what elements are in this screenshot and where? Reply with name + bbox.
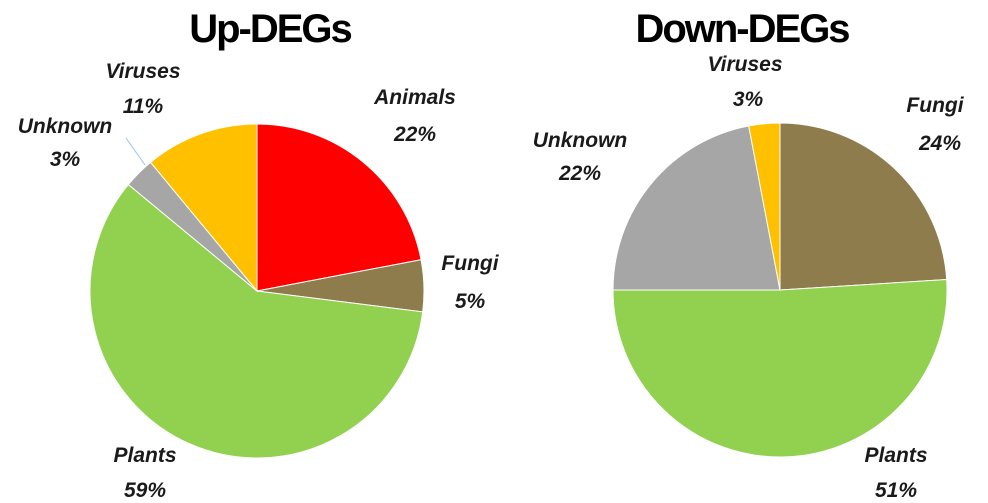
chart-title-down-degs: Down-DEGs: [635, 7, 849, 51]
pie-slice-fungi: [779, 122, 948, 291]
pie-up-degs: [89, 123, 425, 459]
pie-slice-unknown: [612, 125, 781, 291]
pie-slice-plants: [89, 183, 424, 459]
slice-value-unknown: 22%: [558, 162, 601, 185]
slice-value-plants: 51%: [875, 479, 917, 502]
leader-line-unknown: [125, 137, 146, 166]
slice-label-viruses: Viruses: [707, 53, 782, 76]
slice-label-animals: Animals: [373, 86, 456, 109]
pie-chart-down-degs: Down-DEGs Fungi 24% Plants 51% Unknown 2…: [533, 7, 965, 502]
slice-value-unknown: 3%: [50, 148, 81, 171]
slice-label-fungi: Fungi: [906, 94, 964, 117]
slice-value-viruses: 3%: [733, 88, 764, 111]
pie-slice-viruses: [149, 123, 258, 293]
slice-label-unknown: Unknown: [18, 115, 113, 138]
slice-label-fungi: Fungi: [441, 252, 499, 275]
slice-value-fungi: 24%: [918, 132, 961, 155]
slice-value-animals: 22%: [393, 123, 436, 146]
slice-label-unknown: Unknown: [533, 129, 628, 152]
pie-chart-up-degs: Up-DEGs Animals 22% Fungi 5% Plants 59% …: [18, 7, 500, 502]
pie-slice-viruses: [748, 122, 781, 291]
slice-label-plants: Plants: [113, 444, 176, 467]
pie-down-degs: [612, 122, 948, 458]
slice-label-plants: Plants: [864, 444, 927, 467]
pie-slice-plants: [612, 278, 948, 458]
pie-slice-animals: [256, 123, 422, 292]
chart-title-up-degs: Up-DEGs: [189, 7, 351, 51]
slice-value-fungi: 5%: [455, 290, 486, 313]
slice-value-plants: 59%: [124, 479, 166, 502]
slice-value-viruses: 11%: [123, 95, 164, 118]
slice-label-viruses: Viruses: [105, 60, 180, 83]
